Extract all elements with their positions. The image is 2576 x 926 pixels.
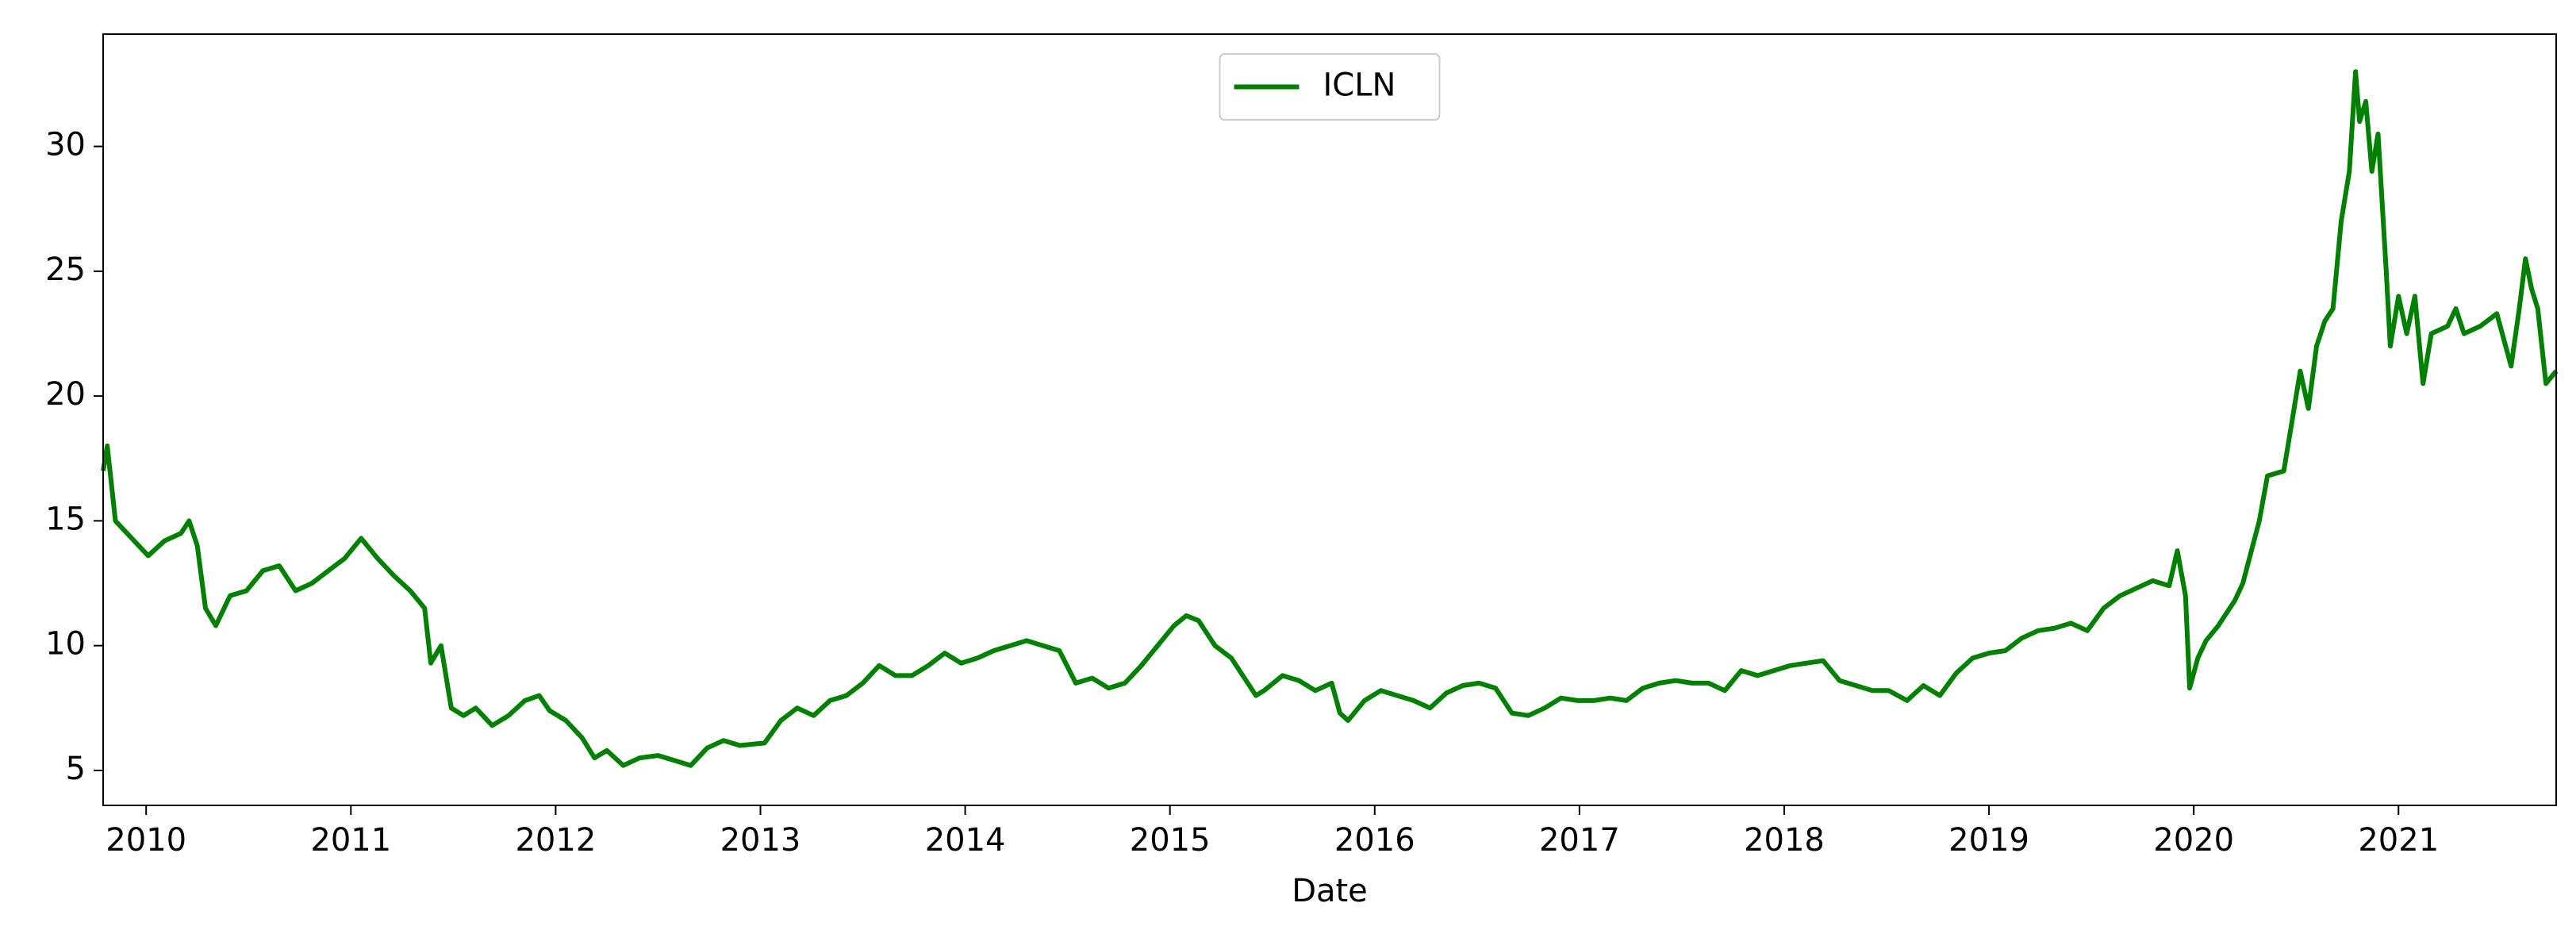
- x-tick-label: 2015: [1130, 822, 1211, 859]
- x-tick-label: 2021: [2358, 822, 2439, 859]
- y-tick-label: 30: [45, 127, 86, 163]
- x-tick-label: 2016: [1334, 822, 1415, 859]
- x-tick-label: 2018: [1744, 822, 1825, 859]
- x-axis-label: Date: [1292, 873, 1368, 909]
- y-tick-label: 5: [66, 751, 86, 787]
- x-tick-label: 2010: [106, 822, 186, 859]
- y-tick-label: 15: [45, 501, 86, 537]
- legend-label: ICLN: [1323, 67, 1396, 104]
- x-tick-label: 2017: [1539, 822, 1620, 859]
- y-tick-label: 20: [45, 376, 86, 413]
- x-tick-label: 2019: [1948, 822, 2029, 859]
- x-tick-label: 2011: [310, 822, 391, 859]
- legend-box: [1219, 53, 1441, 121]
- line-series: [101, 69, 2559, 768]
- x-tick-label: 2020: [2153, 822, 2234, 859]
- y-tick-label: 25: [45, 252, 86, 288]
- plot-frame: [102, 33, 2557, 806]
- x-tick-label: 2012: [515, 822, 596, 859]
- y-tick-label: 10: [45, 626, 86, 663]
- x-tick-label: 2013: [720, 822, 801, 859]
- x-tick-label: 2014: [925, 822, 1006, 859]
